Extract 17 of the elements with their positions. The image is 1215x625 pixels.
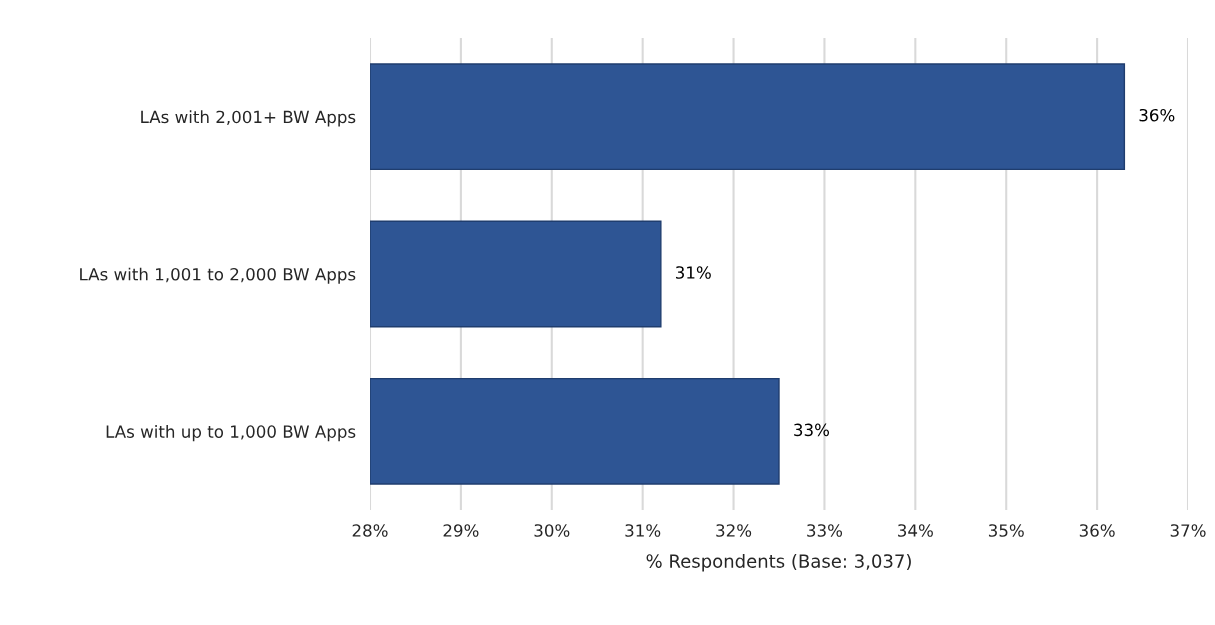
y-tick-label: LAs with 1,001 to 2,000 BW Apps xyxy=(80,267,356,284)
x-tick-label: 34% xyxy=(898,524,933,537)
x-tick-label: 31% xyxy=(625,524,661,537)
x-tick-label: 35% xyxy=(988,524,1024,537)
x-tick-label: 28% xyxy=(352,524,388,537)
x-tick-label: 36% xyxy=(1079,524,1115,537)
x-tick-label: 30% xyxy=(534,524,570,537)
x-tick-label: 33% xyxy=(807,524,843,537)
x-tick-label: 29% xyxy=(443,524,479,537)
data-label: 36% xyxy=(1139,108,1175,122)
data-label: 33% xyxy=(794,423,830,437)
x-axis-title: % Respondents (Base: 3,037) xyxy=(646,553,911,572)
y-tick-label: LAs with 2,001+ BW Apps xyxy=(141,110,356,127)
y-tick-label: LAs with up to 1,000 BW Apps xyxy=(106,425,356,442)
x-tick-label: 37% xyxy=(1170,524,1206,537)
x-tick-label: 32% xyxy=(716,524,752,537)
data-label: 31% xyxy=(676,266,711,279)
